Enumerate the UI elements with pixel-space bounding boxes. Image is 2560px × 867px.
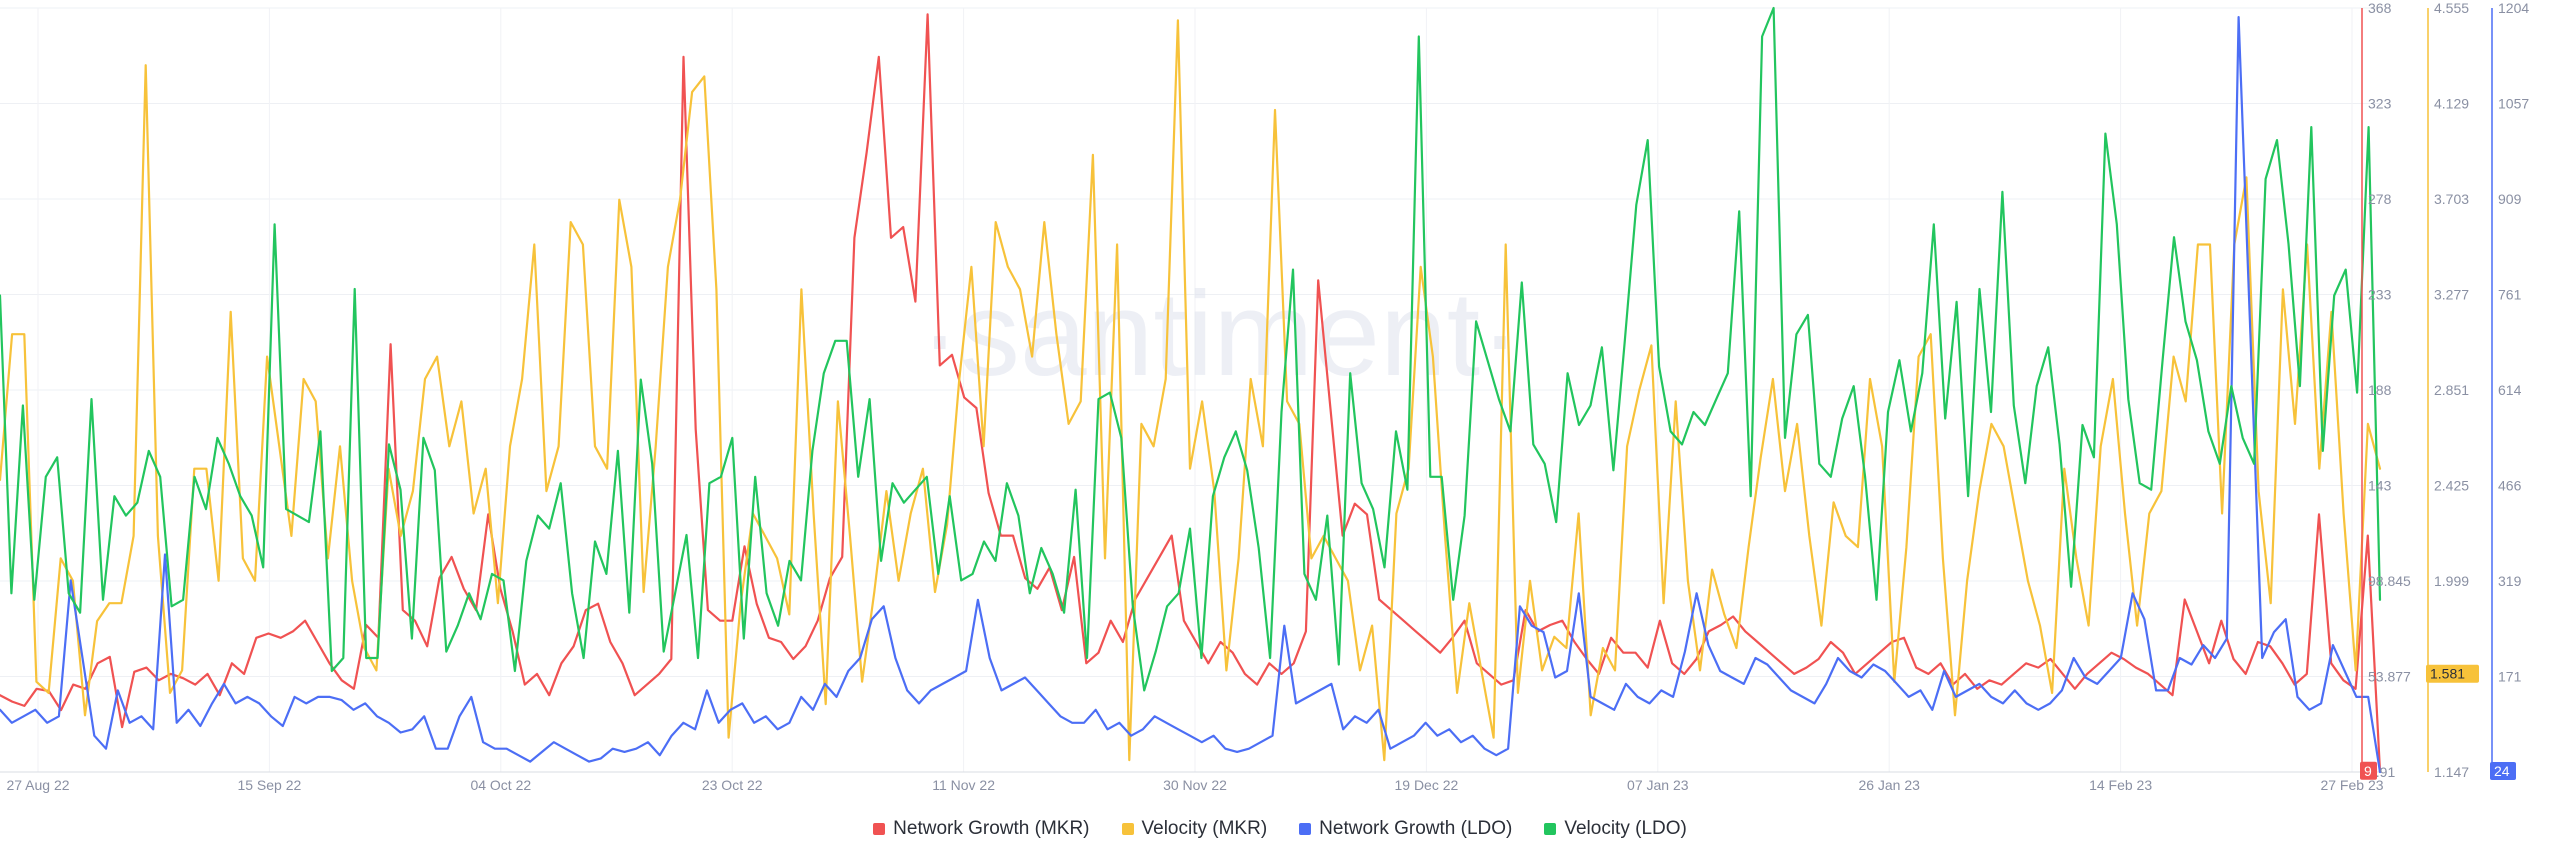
y-tick-label-mkr-velocity: 2.851 — [2434, 382, 2469, 398]
legend-label: Network Growth (LDO) — [1319, 818, 1513, 839]
legend-swatch — [1544, 823, 1557, 835]
series-line-velocity-mkr — [0, 19, 2382, 762]
y-tick-label-mkr-growth: 368 — [2368, 0, 2392, 16]
y-tick-label-mkr-velocity: 3.277 — [2434, 287, 2469, 303]
legend-item[interactable]: Network Growth (MKR) — [873, 818, 1090, 840]
y-tick-label-mkr-velocity: 4.555 — [2434, 0, 2469, 16]
x-tick-label: 07 Jan 23 — [1627, 777, 1689, 793]
x-tick-label: 27 Feb 23 — [2320, 777, 2383, 793]
y-tick-label-mkr-velocity: 3.703 — [2434, 191, 2469, 207]
legend-label: Velocity (MKR) — [1141, 818, 1268, 839]
y-tick-label-mkr-growth: 143 — [2368, 478, 2392, 494]
current-value-ldo-growth: 24 — [2494, 763, 2510, 779]
legend-item[interactable]: Velocity (MKR) — [1121, 818, 1268, 840]
y-tick-label-ldo-growth: 171 — [2498, 669, 2522, 685]
y-tick-label-mkr-growth: 323 — [2368, 96, 2392, 112]
y-tick-label-mkr-velocity: 2.425 — [2434, 478, 2469, 494]
current-value-badge-mkr-velocity — [2426, 664, 2479, 683]
legend-swatch — [1299, 823, 1312, 835]
y-tick-label-mkr-growth: 98.845 — [2368, 573, 2411, 589]
chart-legend: Network Growth (MKR) Velocity (MKR) Networ… — [0, 818, 2560, 840]
series-line-velocity-ldo — [0, 6, 2382, 692]
x-tick-label: 14 Feb 23 — [2089, 777, 2152, 793]
x-tick-label: 15 Sep 22 — [237, 777, 301, 793]
y-tick-label-mkr-growth: 278 — [2368, 191, 2392, 207]
y-tick-label-ldo-growth: 761 — [2498, 287, 2522, 303]
legend-item[interactable]: Velocity (LDO) — [1544, 818, 1687, 840]
y-tick-label-mkr-growth: 53.877 — [2368, 669, 2411, 685]
x-tick-label: 26 Jan 23 — [1858, 777, 1920, 793]
x-tick-label: 30 Nov 22 — [1163, 777, 1227, 793]
y-tick-label-mkr-growth: 188 — [2368, 382, 2392, 398]
legend-item[interactable]: Network Growth (LDO) — [1299, 818, 1512, 840]
legend-label: Network Growth (MKR) — [893, 818, 1090, 839]
y-tick-label-ldo-growth: 614 — [2498, 382, 2522, 398]
x-tick-label: 04 Oct 22 — [470, 777, 531, 793]
current-value-badge-mkr-growth — [2360, 761, 2377, 780]
chart-series-lines — [0, 6, 2382, 774]
y-tick-label-ldo-growth: 1204 — [2498, 0, 2529, 16]
y-tick-label-ldo-growth: 466 — [2498, 478, 2522, 494]
chart-axes: 36832327823318814398.84553.8779.9194.555… — [2360, 0, 2529, 780]
current-value-mkr-velocity: 1.581 — [2430, 666, 2465, 682]
y-tick-label-mkr-growth: 233 — [2368, 287, 2392, 303]
legend-swatch — [873, 823, 886, 835]
y-tick-label-mkr-velocity: 1.147 — [2434, 764, 2469, 780]
current-value-mkr-growth: 9 — [2364, 763, 2372, 779]
y-tick-label-ldo-growth: 909 — [2498, 191, 2522, 207]
x-tick-label: 19 Dec 22 — [1394, 777, 1458, 793]
current-value-badge-ldo-growth — [2490, 762, 2516, 780]
y-tick-label-ldo-growth: 319 — [2498, 573, 2522, 589]
x-tick-label: 23 Oct 22 — [702, 777, 763, 793]
legend-label: Velocity (LDO) — [1564, 818, 1687, 839]
x-tick-label: 11 Nov 22 — [932, 777, 995, 793]
x-tick-label: 27 Aug 22 — [6, 777, 69, 793]
y-tick-label-mkr-velocity: 4.129 — [2434, 96, 2469, 112]
series-line-network-growth-ldo — [0, 16, 2382, 774]
y-tick-label-mkr-velocity: 1.999 — [2434, 573, 2469, 589]
y-tick-label-ldo-growth: 1057 — [2498, 96, 2529, 112]
x-axis-ticks: 27 Aug 22 15 Sep 22 04 Oct 22 23 Oct 22 11 N… — [6, 777, 2383, 793]
legend-swatch — [1121, 823, 1134, 835]
